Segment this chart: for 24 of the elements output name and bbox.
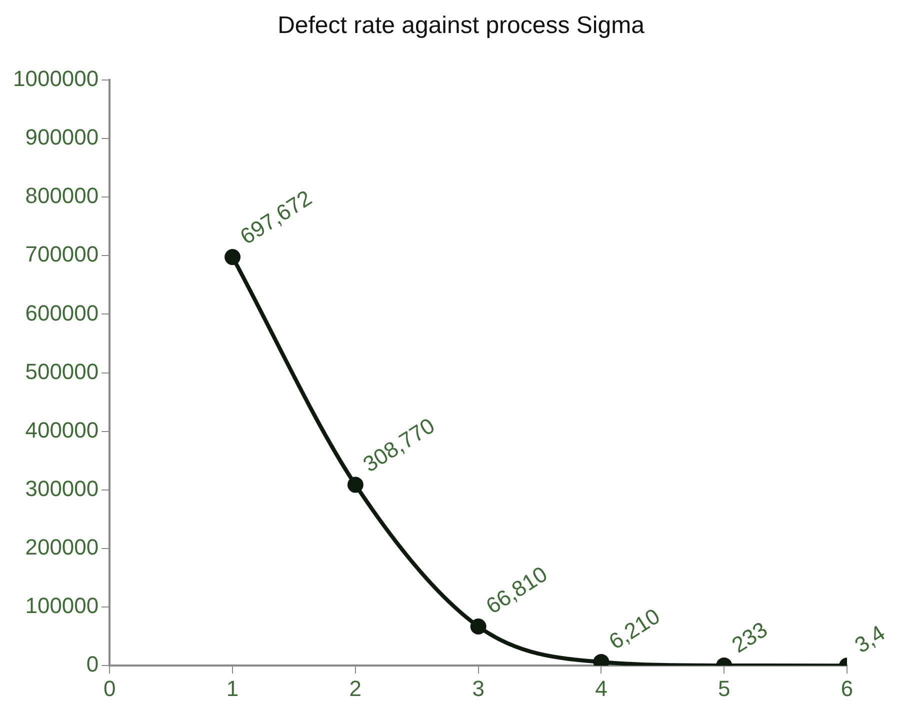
y-tick-label: 0: [86, 652, 99, 677]
x-tick-label: 3: [472, 676, 484, 701]
point: [470, 618, 486, 634]
chart-title: Defect rate against process Sigma: [276, 12, 646, 40]
y-tick-label: 100000: [25, 593, 99, 618]
data-label: 3,4: [850, 620, 890, 658]
point: [224, 249, 241, 266]
data-label: 233: [727, 616, 772, 658]
y-tick-label: 700000: [25, 242, 99, 267]
x-tick-label: 4: [595, 676, 608, 701]
y-tick-label: 400000: [25, 417, 99, 442]
y-tick-label: 500000: [25, 358, 99, 384]
x-tick-label: 2: [349, 676, 362, 701]
y-tick-label: 600000: [25, 300, 99, 326]
point: [347, 476, 364, 493]
y-tick-label: 300000: [25, 476, 99, 501]
x-tick-label: 5: [718, 676, 730, 701]
x-tick-label: 1: [226, 676, 239, 701]
y-tick-label: 1000000: [12, 66, 99, 92]
x-tick-label: 6: [840, 676, 854, 701]
y-tick-label: 900000: [25, 124, 99, 150]
y-tick-label: 800000: [25, 183, 99, 208]
y-tick-label: 200000: [25, 534, 99, 560]
x-tick-label: 0: [104, 676, 116, 701]
